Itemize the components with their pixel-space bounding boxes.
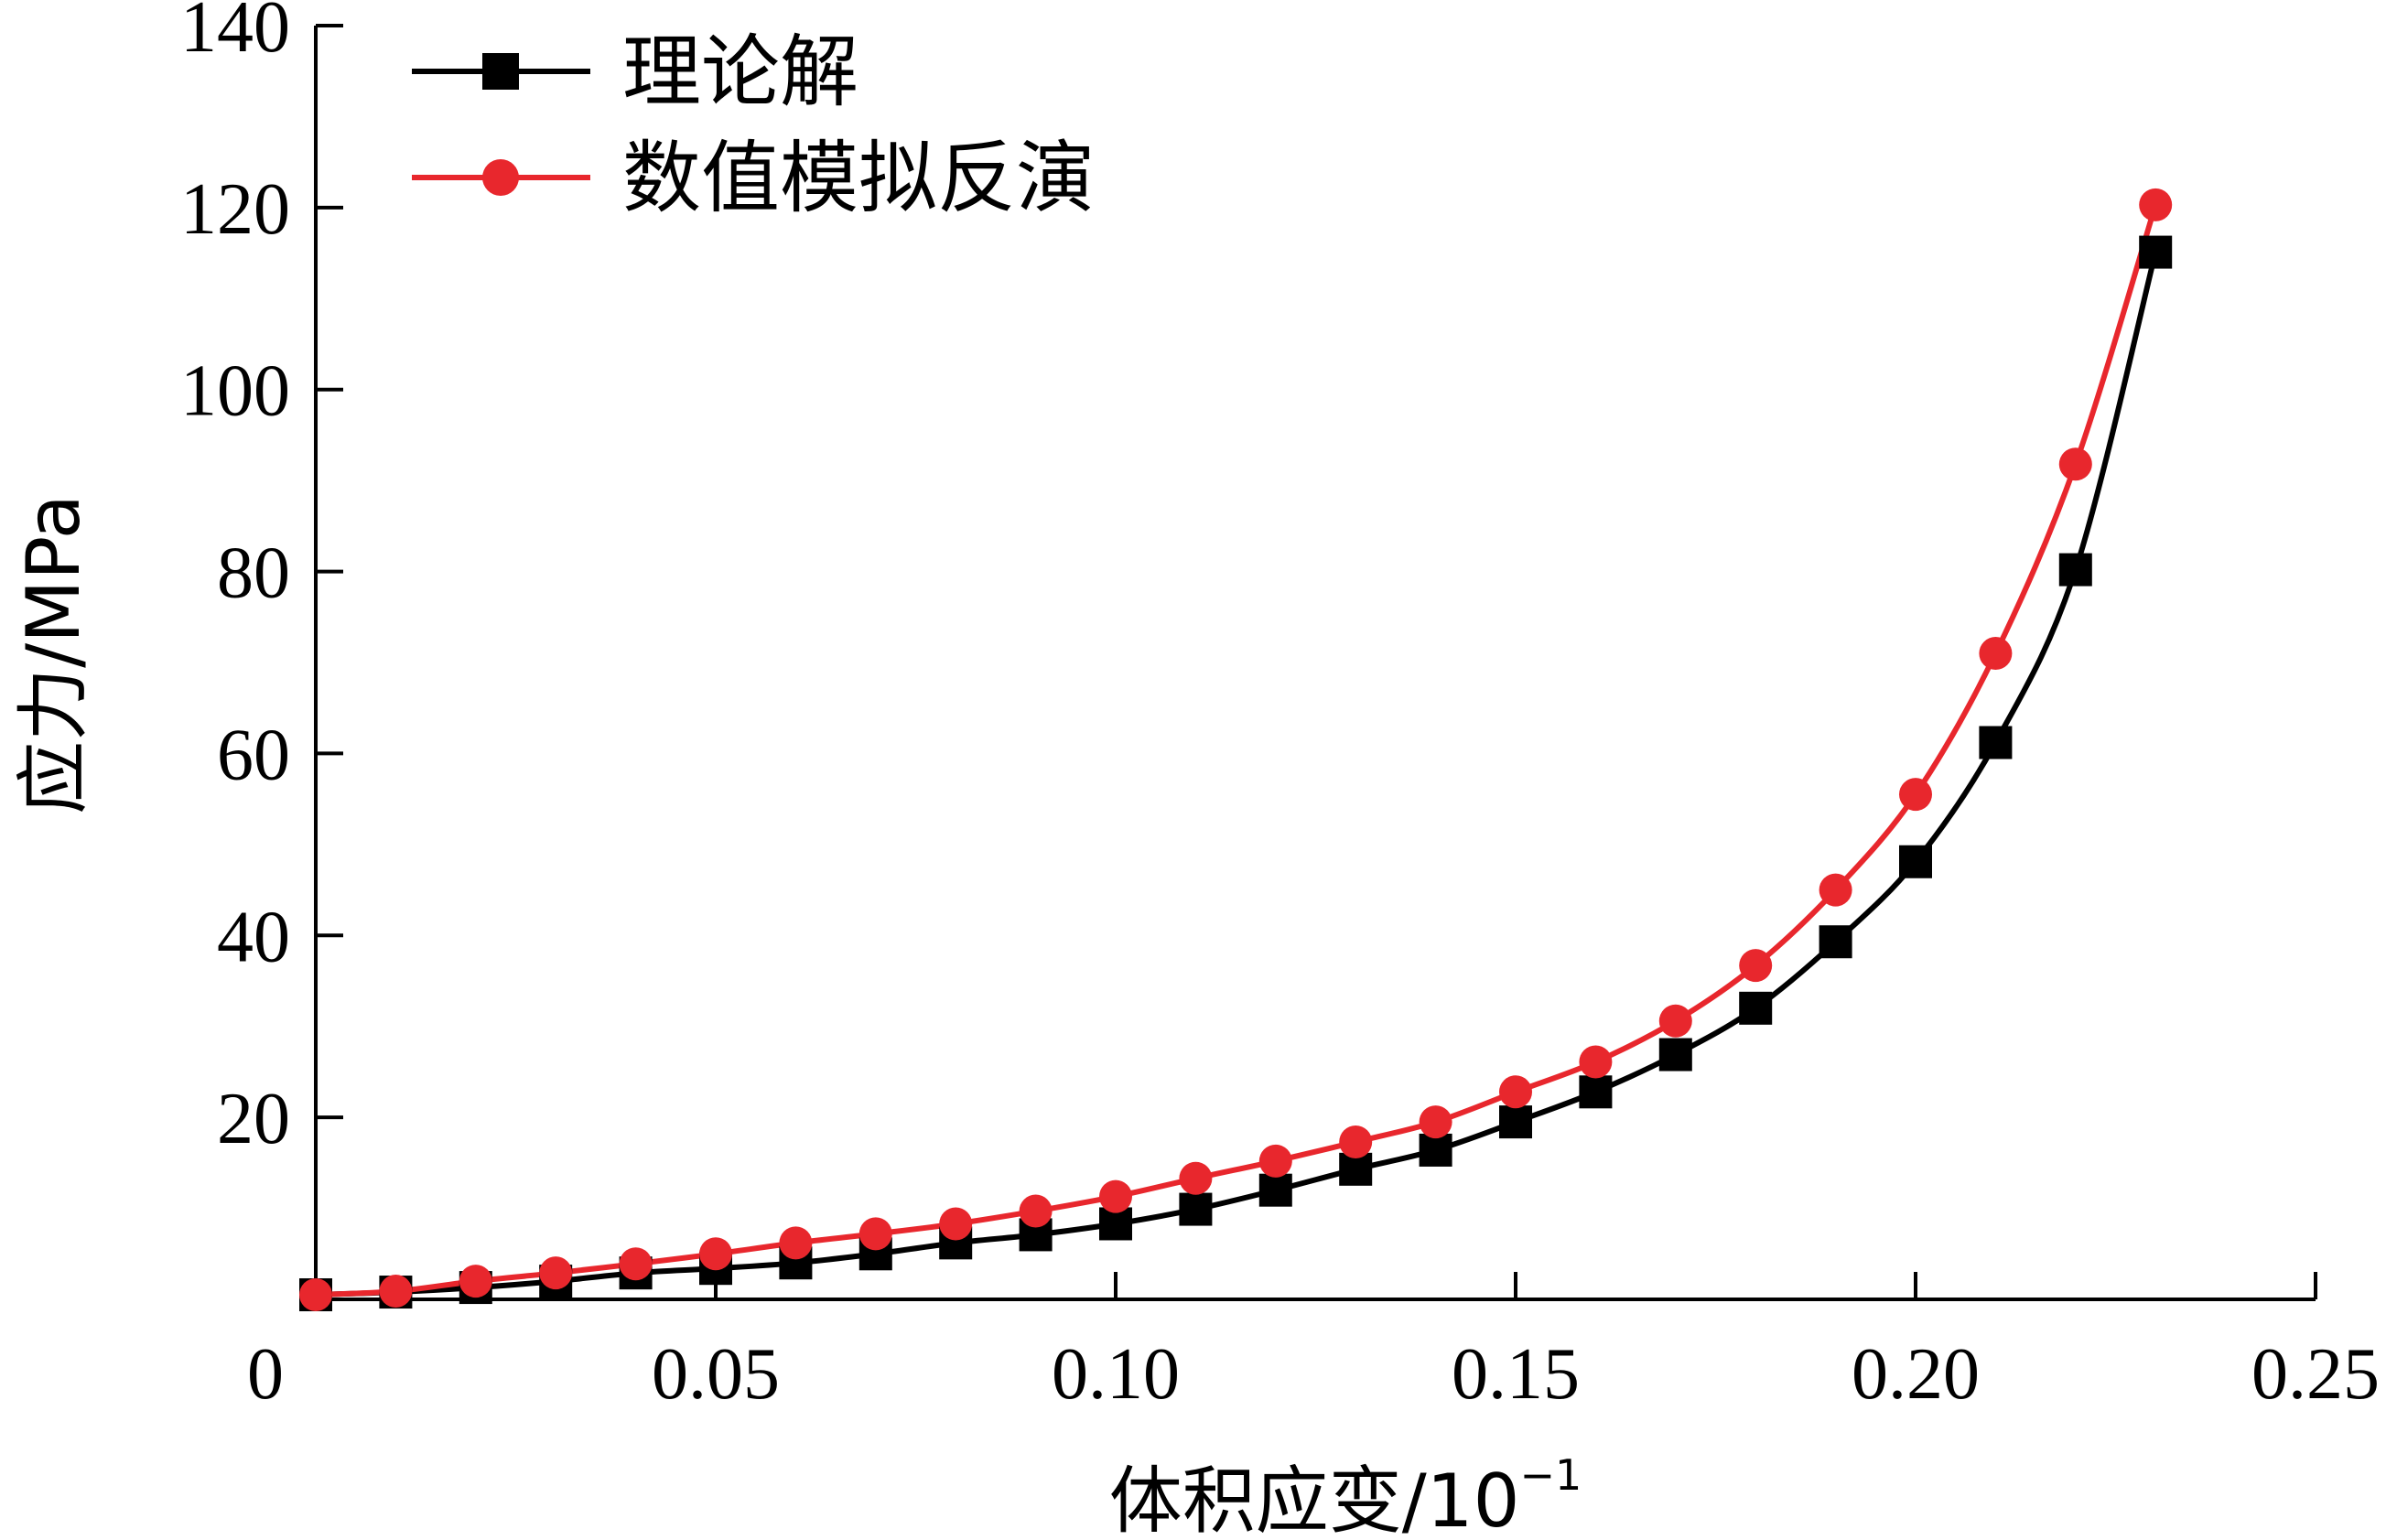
data-point-square: [1819, 925, 1852, 959]
x-tick-label: 0.25: [2251, 1334, 2380, 1415]
data-point-circle: [379, 1275, 413, 1308]
data-point-circle: [1579, 1045, 1613, 1079]
y-tick-label: 80: [217, 533, 290, 614]
y-tick-label: 40: [217, 897, 290, 977]
y-tick-label: 20: [217, 1079, 290, 1159]
y-tick-label: 60: [217, 715, 290, 795]
legend-label-1: 理论解: [622, 27, 858, 118]
data-point-square: [1979, 726, 2013, 759]
data-point-circle: [1339, 1125, 1373, 1158]
data-point-circle: [1658, 1004, 1692, 1038]
data-point-circle: [1739, 949, 1773, 983]
data-point-circle: [1499, 1075, 1532, 1109]
series-markers: [299, 188, 2173, 1312]
legend-marker-1: [482, 53, 519, 90]
data-point-circle: [779, 1226, 813, 1260]
data-point-circle: [699, 1237, 732, 1271]
series-curves: [315, 204, 2159, 1298]
data-point-circle: [1019, 1194, 1053, 1228]
axes: 0 0.05 0.10 0.15 0.20 0.25 20 40 60 80 100 120 140: [180, 0, 2380, 1415]
x-tick-label: 0.10: [1052, 1334, 1180, 1415]
y-tick-label: 120: [180, 169, 290, 250]
data-point-square: [1179, 1192, 1213, 1226]
data-point-circle: [1419, 1105, 1452, 1139]
series-line-1: [315, 251, 2159, 1298]
data-point-square: [2139, 235, 2173, 269]
x-tick-label: 0.20: [1852, 1334, 1980, 1415]
y-axis-title: 应力/MPa: [11, 494, 96, 814]
y-tick-label: 140: [180, 0, 290, 68]
data-point-square: [2058, 553, 2092, 587]
legend-marker-2: [482, 159, 519, 196]
legend-label-2: 数值模拟反演: [622, 133, 1095, 224]
data-point-square: [1258, 1173, 1292, 1207]
data-point-circle: [459, 1265, 492, 1298]
x-axis-title-exponent: −1: [1519, 1450, 1582, 1500]
data-point-circle: [1819, 873, 1852, 907]
data-point-circle: [1099, 1179, 1132, 1213]
data-point-square: [1658, 1038, 1692, 1072]
data-point-circle: [1899, 778, 1932, 812]
data-point-square: [1419, 1133, 1452, 1167]
y-tick-label: 100: [180, 351, 290, 432]
data-point-circle: [939, 1207, 973, 1241]
data-point-circle: [858, 1217, 892, 1251]
x-tick-label: 0.15: [1452, 1334, 1580, 1415]
x-tick-label: 0: [247, 1334, 284, 1415]
data-point-square: [1739, 991, 1773, 1025]
data-point-circle: [2139, 188, 2173, 221]
data-point-square: [1499, 1105, 1532, 1139]
data-point-circle: [539, 1256, 573, 1290]
x-axis-title: 体积应变/10−1: [1109, 1450, 1582, 1540]
data-point-circle: [1979, 637, 2013, 671]
data-point-square: [1579, 1075, 1613, 1109]
data-point-circle: [1258, 1144, 1292, 1178]
series-line-2: [315, 204, 2159, 1298]
x-tick-label: 0.05: [652, 1334, 780, 1415]
data-point-square: [1899, 845, 1932, 878]
data-point-circle: [2058, 447, 2092, 481]
data-point-circle: [299, 1278, 332, 1312]
data-point-circle: [619, 1247, 653, 1281]
data-point-circle: [1179, 1161, 1213, 1195]
